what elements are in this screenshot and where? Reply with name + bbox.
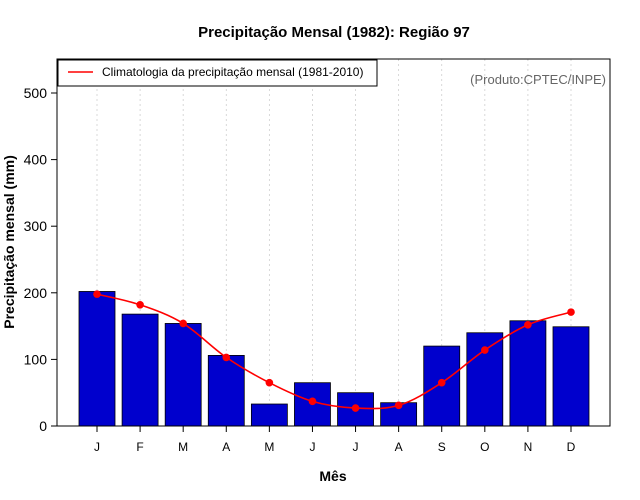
climatology-point: [179, 319, 187, 328]
bar: [121, 313, 159, 427]
y-tick-label: 0: [39, 418, 47, 434]
x-tick-label: J: [309, 440, 315, 454]
climatology-line: [96, 293, 572, 410]
x-tick-label: J: [94, 440, 100, 454]
climatology-series: [93, 290, 575, 412]
climatology-point: [351, 404, 360, 412]
y-tick-label: 400: [24, 152, 48, 168]
climatology-point: [222, 353, 231, 362]
climatology-point: [437, 378, 446, 387]
x-tick-label: O: [480, 440, 489, 454]
bar: [164, 323, 202, 427]
chart-title: Precipitação Mensal (1982): Região 97: [198, 24, 470, 41]
x-tick-label: D: [567, 440, 576, 454]
climatology-point: [265, 378, 274, 387]
source-annotation: (Produto:CPTEC/INPE): [470, 72, 606, 87]
x-axis-label: Mês: [319, 468, 346, 484]
climatology-point: [481, 346, 489, 354]
x-tick-label: M: [178, 440, 188, 454]
bar: [509, 320, 547, 427]
y-tick-label: 500: [24, 85, 48, 101]
legend-box: [57, 59, 378, 87]
bar: [552, 326, 590, 427]
bar: [250, 403, 288, 427]
bar-series: [78, 291, 590, 427]
y-tick-label: 100: [24, 351, 48, 367]
legend-entry: Climatologia da precipitação mensal (198…: [102, 65, 363, 79]
y-axis-label: Precipitação mensal (mm): [1, 155, 17, 329]
bar: [207, 355, 245, 427]
x-tick-label: F: [136, 440, 143, 454]
bar: [337, 392, 374, 427]
x-tick-label: A: [395, 440, 403, 454]
x-tick-label: N: [524, 440, 533, 454]
y-tick-label: 200: [24, 285, 48, 301]
legend: Climatologia da precipitação mensal (198…: [57, 59, 378, 87]
climatology-point: [567, 308, 575, 316]
bar: [78, 291, 116, 427]
climatology-point: [308, 397, 317, 406]
climatology-point: [394, 401, 403, 410]
climatology-point: [524, 320, 532, 329]
y-tick-label: 300: [24, 218, 48, 234]
plot-frame: [56, 58, 611, 427]
x-tick-label: A: [222, 440, 230, 454]
x-tick-label: S: [438, 440, 446, 454]
climatology-point: [93, 290, 101, 298]
x-tick-label: M: [264, 440, 274, 454]
x-tick-label: J: [353, 440, 359, 454]
y-axis: 0 100 200 300 400 500: [24, 85, 57, 434]
climatology-point: [136, 300, 144, 309]
